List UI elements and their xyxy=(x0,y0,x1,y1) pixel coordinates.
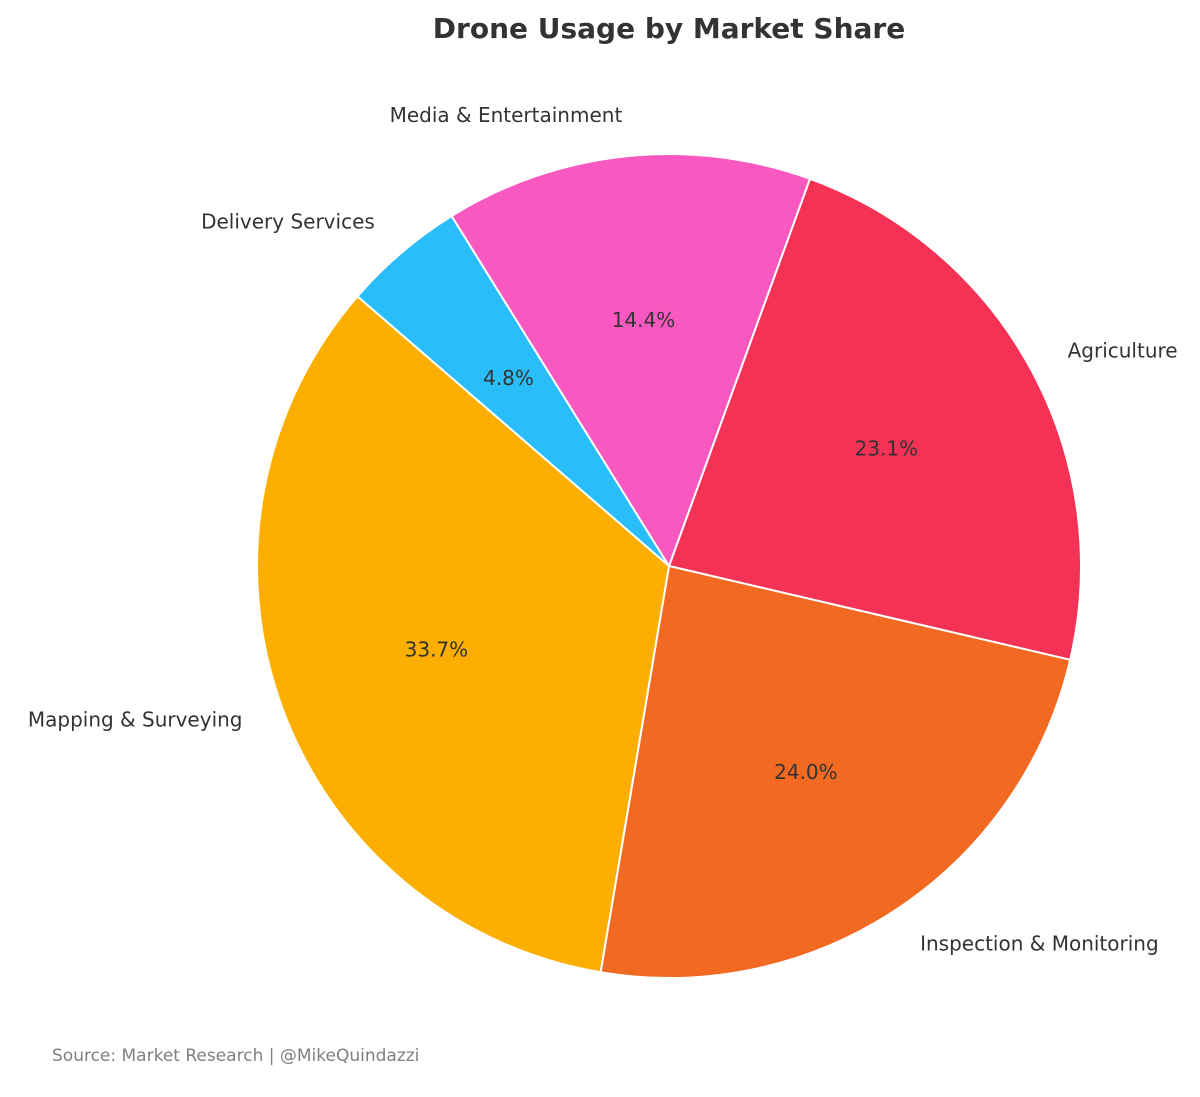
category-label-delivery-services: Delivery Services xyxy=(201,209,375,233)
category-label-inspection-and-monitoring: Inspection & Monitoring xyxy=(920,931,1159,955)
source-note: Source: Market Research | @MikeQuindazzi xyxy=(52,1046,419,1066)
percent-label-agriculture: 23.1% xyxy=(855,436,919,460)
percent-label-media-and-entertainment: 14.4% xyxy=(612,308,676,332)
pie-slice-mapping-and-surveying xyxy=(256,295,670,974)
pie-slice-agriculture xyxy=(668,177,1082,661)
category-labels: Agriculture Inspection & Monitoring Mappin… xyxy=(28,103,1178,955)
pie-slice-inspection-and-monitoring xyxy=(599,565,1072,979)
category-label-agriculture: Agriculture xyxy=(1068,338,1178,362)
percent-labels: 23.1% 24.0% 33.7% 4.8% 14.4% xyxy=(405,308,919,784)
category-label-mapping-and-surveying: Mapping & Surveying xyxy=(28,707,243,731)
pie-slices xyxy=(256,153,1082,979)
percent-label-delivery-services: 4.8% xyxy=(483,366,534,390)
category-label-media-and-entertainment: Media & Entertainment xyxy=(390,103,623,127)
chart-title: Drone Usage by Market Share xyxy=(433,12,905,45)
percent-label-mapping-and-surveying: 33.7% xyxy=(405,638,469,662)
pie-slice-media-and-entertainment xyxy=(450,153,811,567)
percent-label-inspection-and-monitoring: 24.0% xyxy=(774,760,838,784)
